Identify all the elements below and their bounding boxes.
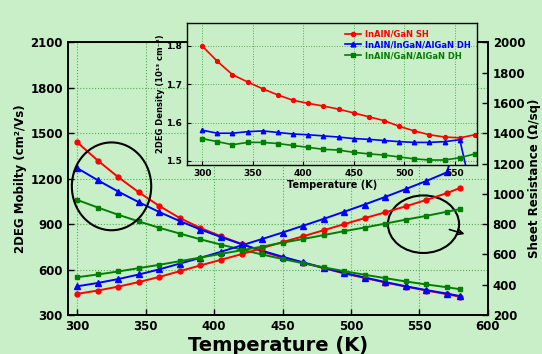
Y-axis label: 2DEG Mobilty (cm²/Vs): 2DEG Mobilty (cm²/Vs) xyxy=(15,104,28,253)
Legend: InAlN/GaN SH, InAlN/InGaN/AlGaN DH, InAlN/GaN/AlGaN DH: InAlN/GaN SH, InAlN/InGaN/AlGaN DH, InAl… xyxy=(342,27,473,63)
Y-axis label: Sheet Resistance (Ω/sq): Sheet Resistance (Ω/sq) xyxy=(528,99,541,258)
X-axis label: Temperature (K): Temperature (K) xyxy=(287,180,377,190)
X-axis label: Temperature (K): Temperature (K) xyxy=(188,336,368,354)
Y-axis label: 2DEG Density (10¹³ cm⁻²): 2DEG Density (10¹³ cm⁻²) xyxy=(156,34,165,153)
